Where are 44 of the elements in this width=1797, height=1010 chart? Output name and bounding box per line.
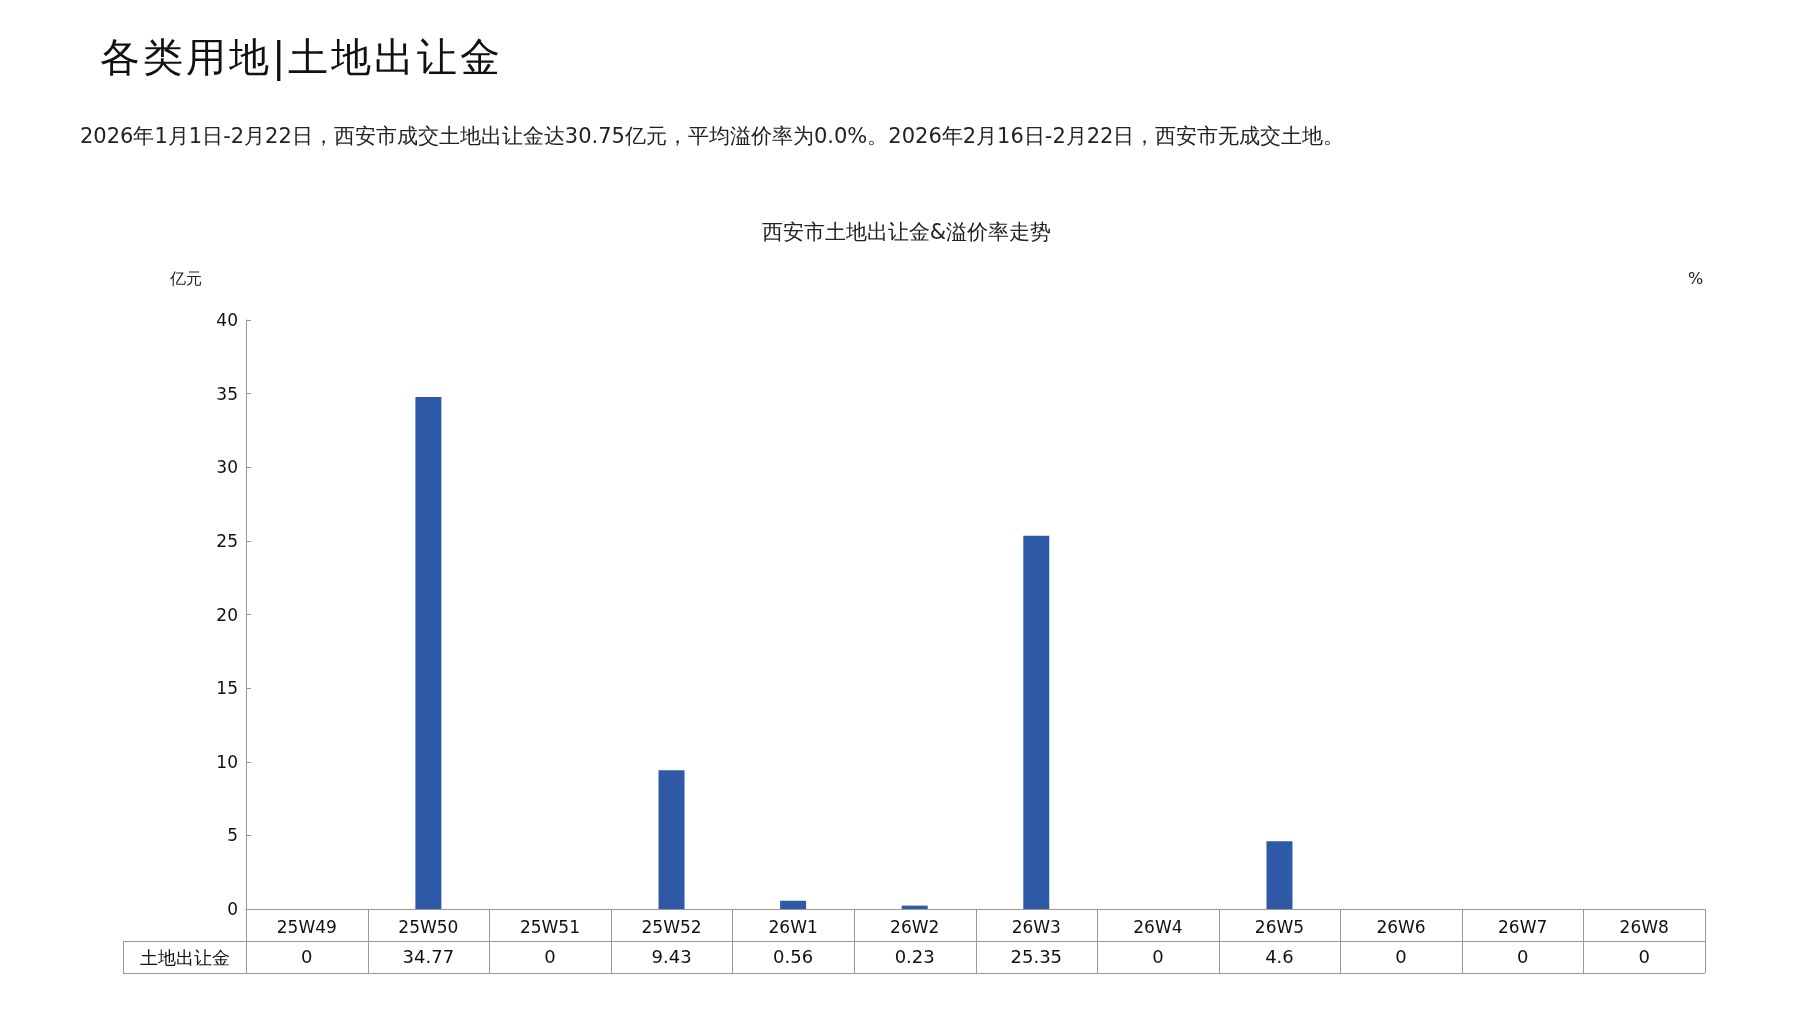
data-label: 34.77 — [401, 946, 456, 967]
x-tick-label: 26W5 — [1254, 916, 1305, 937]
data-label: 9.43 — [650, 946, 693, 967]
y2-axis-title: % — [1688, 268, 1704, 288]
x-tick-label: 26W6 — [1376, 916, 1426, 937]
x-tick-label: 25W51 — [519, 916, 580, 937]
y-tick-label: 0 — [227, 899, 238, 919]
y-tick-label: 5 — [227, 825, 238, 846]
y-tick-label: 30 — [216, 457, 238, 478]
data-label: 4.6 — [1264, 946, 1295, 967]
data-label: 0 — [1637, 946, 1651, 967]
y-tick-label: 40 — [216, 310, 238, 330]
bar — [658, 770, 685, 909]
x-tick-label: 26W2 — [890, 916, 940, 937]
y-tick-label: 25 — [216, 530, 238, 551]
data-label: 0 — [300, 946, 314, 967]
x-tick-label: 26W3 — [1011, 916, 1061, 937]
data-label: 0 — [1394, 946, 1408, 967]
x-tick-label: 26W8 — [1619, 916, 1669, 937]
chart-subtitle: 2026年1月1日-2月22日，西安市成交土地出让金达30.75亿元，平均溢价率为0.0%。2026年2月16日-2月22日，西安市无成交土地。 — [80, 123, 1345, 150]
y-tick-label: 20 — [216, 604, 238, 625]
data-label: 0.56 — [772, 946, 815, 967]
y-tick-label: 35 — [216, 383, 238, 404]
data-label: 0.23 — [893, 946, 936, 967]
x-tick-label: 25W49 — [276, 916, 337, 937]
data-label: 25.35 — [1009, 946, 1064, 967]
text: 土地出让金 — [138, 946, 231, 970]
data-label: 0 — [543, 946, 557, 967]
data-label: 0 — [1151, 946, 1165, 967]
data-label: 0 — [1515, 946, 1530, 967]
x-tick-label: 26W1 — [768, 916, 818, 937]
text: 西安市土地出让金&溢价率走势 — [760, 219, 1053, 246]
bar — [780, 900, 807, 909]
x-tick-label: 25W50 — [398, 916, 459, 937]
x-tick-label: 25W52 — [641, 916, 702, 937]
y-tick-label: 15 — [216, 678, 238, 699]
y-axis-title: 亿元 — [169, 268, 202, 288]
chart-title: 各类用地|土地出让金 — [100, 33, 504, 83]
bar — [1266, 841, 1293, 909]
x-tick-label: 26W7 — [1497, 916, 1548, 937]
y-tick-label: 10 — [216, 751, 238, 772]
x-tick-label: 26W4 — [1133, 916, 1183, 937]
bar — [415, 397, 442, 909]
bar — [1023, 535, 1050, 909]
